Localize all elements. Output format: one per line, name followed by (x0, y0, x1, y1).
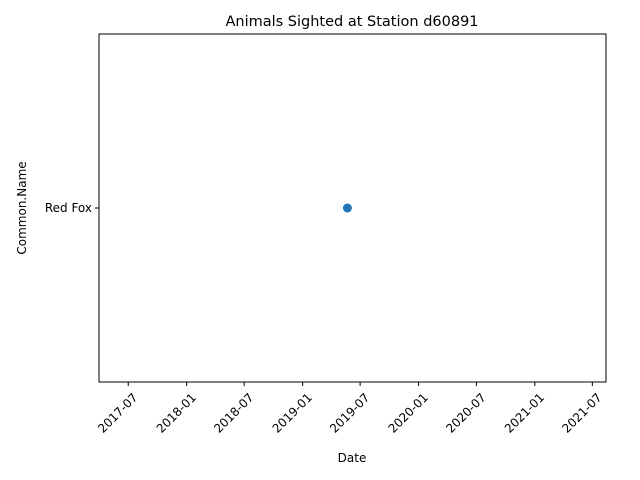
plot-area (99, 34, 606, 382)
y-axis-label: Common.Name (15, 161, 29, 254)
chart-title: Animals Sighted at Station d60891 (225, 14, 478, 30)
x-axis-label: Date (338, 451, 367, 465)
data-points (342, 203, 352, 213)
scatter-point (342, 203, 352, 213)
y-tick-label: Red Fox (45, 201, 92, 215)
y-axis-ticks: Red Fox (45, 201, 99, 215)
plot-frame (98, 33, 607, 383)
